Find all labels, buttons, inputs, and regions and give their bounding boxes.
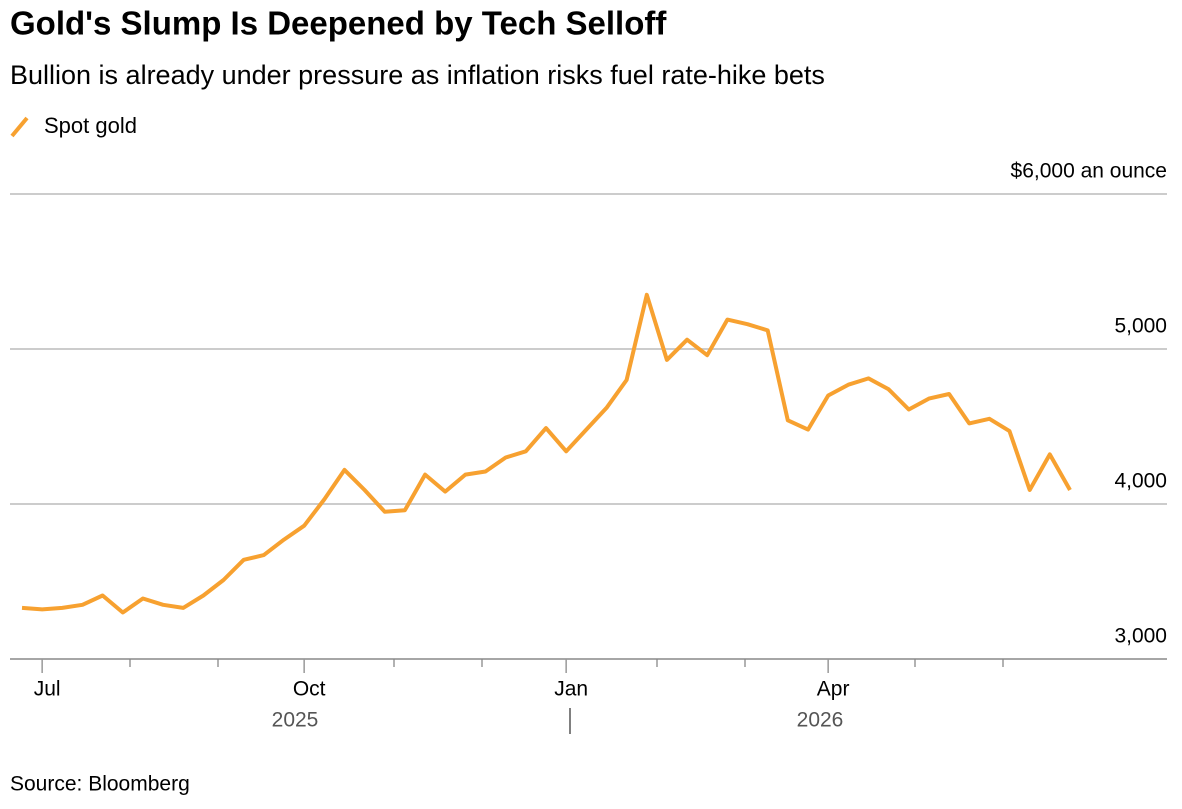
source: Source: Bloomberg xyxy=(10,773,190,796)
chart-title: Gold's Slump Is Deepened by Tech Selloff xyxy=(10,5,667,42)
legend-label: Spot gold xyxy=(44,113,137,138)
x-tick-label: Jul xyxy=(34,678,61,701)
legend-swatch xyxy=(10,116,29,138)
y-tick-label: $6,000 an ounce xyxy=(1011,160,1167,183)
x-tick-label: Apr xyxy=(817,678,850,701)
chart-subtitle: Bullion is already under pressure as inf… xyxy=(10,60,825,90)
price-line xyxy=(21,292,1072,615)
y-tick-label: 3,000 xyxy=(1114,625,1167,648)
y-tick-label: 5,000 xyxy=(1114,315,1167,338)
x-tick-label: Jan xyxy=(554,678,588,701)
year-label: 2025 xyxy=(272,709,319,732)
year-label: 2026 xyxy=(797,709,844,732)
minor-ticks xyxy=(129,659,1004,667)
y-tick-label: 4,000 xyxy=(1114,470,1167,493)
x-tick-label: Oct xyxy=(293,678,326,701)
